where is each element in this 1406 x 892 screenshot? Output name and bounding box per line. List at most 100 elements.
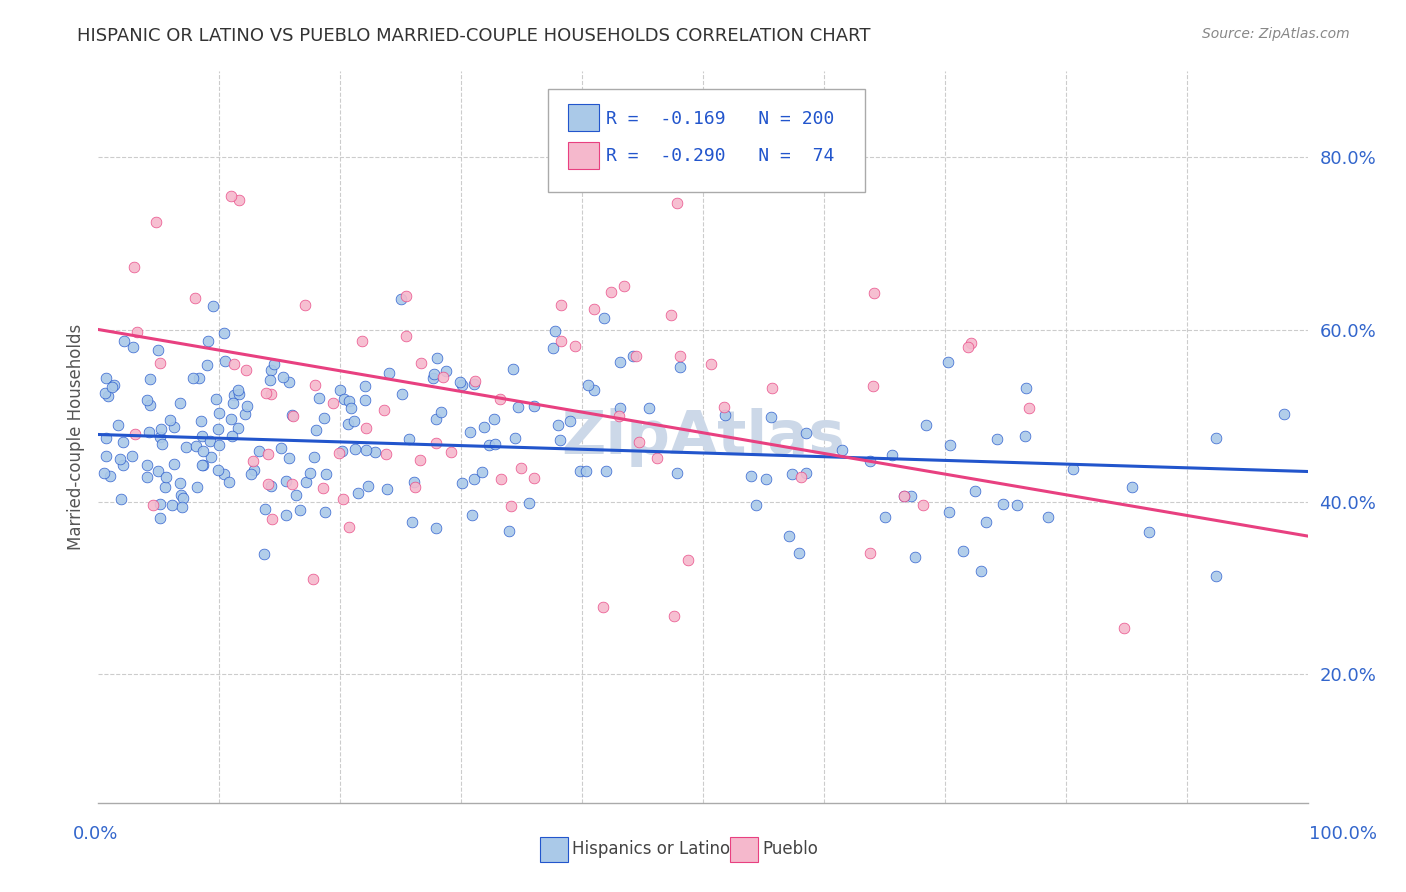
Point — [647, 451, 669, 466]
Point — [207, 463, 229, 477]
Point — [122, 260, 145, 274]
Point — [404, 479, 426, 493]
Point — [193, 443, 215, 458]
Point — [226, 421, 249, 435]
Point — [138, 398, 160, 412]
Point — [304, 377, 326, 392]
Point — [713, 400, 735, 414]
Point — [101, 380, 124, 394]
Point — [831, 442, 853, 457]
Point — [374, 447, 396, 461]
Point — [582, 301, 605, 316]
Point — [451, 377, 474, 392]
Point — [312, 481, 335, 495]
Point — [575, 464, 598, 478]
Point — [354, 378, 377, 392]
Point — [1205, 431, 1227, 445]
Point — [184, 439, 207, 453]
Text: 0.0%: 0.0% — [73, 825, 118, 843]
Point — [592, 310, 614, 325]
Point — [163, 457, 186, 471]
Point — [482, 412, 505, 426]
Point — [202, 300, 225, 314]
Point — [498, 524, 520, 538]
Point — [547, 417, 569, 432]
Point — [401, 516, 423, 530]
Point — [583, 383, 606, 397]
Point — [108, 451, 131, 466]
Point — [339, 520, 361, 534]
Point — [637, 401, 659, 415]
Point — [592, 600, 614, 615]
Point — [159, 413, 181, 427]
Point — [787, 546, 810, 560]
Point — [150, 421, 173, 435]
Y-axis label: Married-couple Households: Married-couple Households — [66, 324, 84, 550]
Point — [1018, 401, 1040, 416]
Point — [391, 387, 413, 401]
Point — [142, 499, 165, 513]
Point — [243, 463, 266, 477]
Point — [862, 286, 884, 301]
Point — [253, 547, 276, 561]
Point — [228, 193, 250, 207]
Point — [219, 412, 242, 426]
Point — [274, 474, 297, 488]
Point — [285, 488, 308, 502]
Point — [794, 466, 817, 480]
Point — [125, 325, 148, 339]
Point — [699, 357, 721, 371]
Point — [363, 445, 385, 459]
Point — [893, 489, 915, 503]
Point — [148, 343, 170, 357]
Point — [302, 572, 325, 586]
Point — [434, 364, 457, 378]
Point — [1121, 480, 1143, 494]
Point — [659, 309, 682, 323]
Text: Hispanics or Latinos: Hispanics or Latinos — [572, 840, 740, 858]
Point — [176, 441, 198, 455]
Point — [350, 334, 373, 348]
Point — [474, 420, 496, 434]
Point — [240, 467, 263, 482]
Point — [548, 433, 571, 447]
Point — [564, 339, 586, 353]
Point — [478, 437, 501, 451]
Point — [94, 450, 117, 464]
Point — [184, 292, 207, 306]
Point — [281, 477, 304, 491]
Point — [124, 427, 146, 442]
Point — [1062, 461, 1084, 475]
Point — [190, 458, 212, 472]
Point — [135, 393, 157, 408]
Point — [626, 349, 648, 363]
Point — [1112, 621, 1135, 635]
Point — [461, 508, 484, 523]
Point — [212, 326, 235, 340]
Point — [550, 334, 572, 349]
Point — [900, 489, 922, 503]
Point — [449, 375, 471, 389]
Point — [329, 383, 352, 397]
Point — [669, 349, 692, 363]
Point — [893, 489, 915, 503]
Point — [859, 454, 882, 468]
Text: Source: ZipAtlas.com: Source: ZipAtlas.com — [1202, 27, 1350, 41]
Text: 100.0%: 100.0% — [1309, 825, 1376, 843]
Point — [463, 377, 485, 392]
Point — [332, 491, 354, 506]
Point — [939, 438, 962, 452]
Point — [912, 498, 935, 512]
Point — [346, 486, 368, 500]
Point — [305, 423, 328, 437]
Point — [138, 425, 160, 439]
Point — [208, 437, 231, 451]
Point — [260, 362, 283, 376]
Point — [208, 406, 231, 420]
Point — [198, 434, 221, 449]
Point — [270, 441, 292, 455]
Point — [260, 478, 283, 492]
Point — [247, 443, 270, 458]
Point — [322, 396, 344, 410]
Point — [121, 449, 143, 463]
